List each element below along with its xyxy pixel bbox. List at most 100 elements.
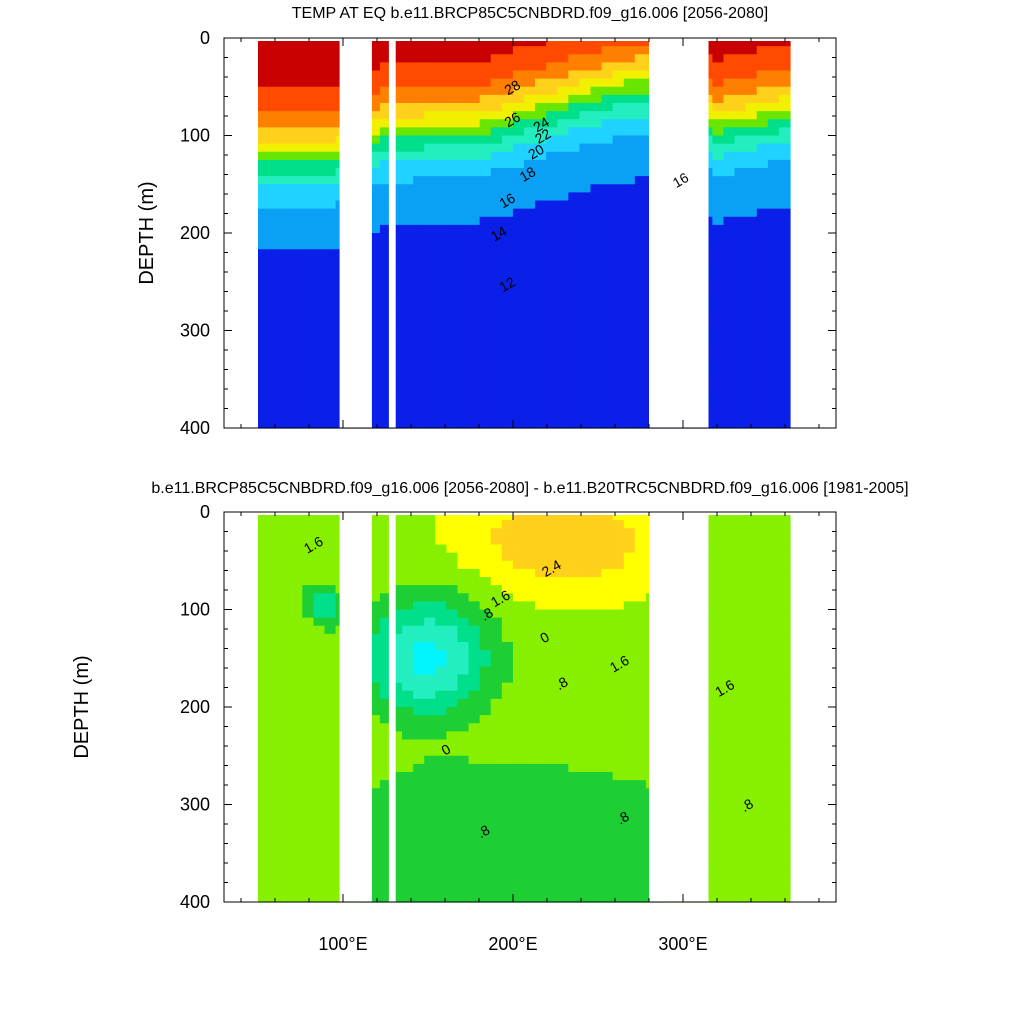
field-cell [767, 241, 780, 250]
field-cell [634, 411, 647, 421]
field-cell [280, 593, 292, 602]
field-cell [446, 354, 459, 364]
field-cell [590, 338, 603, 348]
field-cell [524, 674, 536, 684]
field-cell [424, 577, 436, 586]
field-cell [413, 127, 425, 137]
field-cell [413, 216, 425, 226]
field-cell [490, 658, 503, 667]
field-cell [457, 363, 470, 372]
field-cell [623, 772, 636, 781]
field-cell [379, 346, 392, 356]
field-cell [413, 812, 425, 822]
field-cell [313, 893, 326, 903]
field-cell [712, 330, 725, 340]
field-cell [756, 159, 769, 169]
field-cell [324, 520, 337, 529]
field-cell [324, 650, 337, 659]
field-cell [435, 796, 448, 806]
field-cell [557, 119, 569, 128]
field-cell [402, 861, 414, 871]
field-cell [424, 861, 436, 871]
field-cell [568, 747, 581, 757]
field-cell [457, 143, 470, 153]
field-cell [269, 845, 281, 854]
field-cell [745, 216, 758, 226]
field-cell [446, 224, 459, 234]
field-cell [756, 528, 769, 537]
field-cell [557, 625, 569, 635]
field-cell [745, 273, 758, 283]
field-cell [756, 617, 769, 627]
field-cell [258, 658, 270, 667]
field-cell [546, 314, 558, 323]
field-cell [546, 877, 558, 887]
field-cell [579, 642, 592, 651]
field-cell [546, 257, 558, 267]
field-cell [258, 265, 270, 275]
field-cell [734, 633, 747, 643]
field-cell [778, 772, 791, 781]
field-cell [723, 625, 736, 635]
field-cell [712, 224, 725, 234]
field-cell [435, 674, 448, 684]
field-cell [368, 861, 381, 871]
field-cell [269, 103, 281, 112]
field-cell [634, 544, 647, 554]
field-cell [313, 200, 326, 210]
field-cell [734, 265, 747, 275]
field-cell [457, 86, 470, 96]
field-cell [413, 281, 425, 291]
field-cell [568, 828, 581, 838]
field-cell [324, 346, 337, 356]
field-cell [767, 298, 780, 307]
field-cell [402, 666, 414, 676]
field-cell [269, 265, 281, 275]
field-cell [258, 86, 270, 96]
field-cell [535, 845, 547, 854]
field-cell [446, 723, 459, 732]
field-cell [612, 224, 625, 234]
field-cell [468, 739, 481, 749]
field-cell [490, 354, 503, 364]
field-cell [623, 46, 636, 55]
field-cell [601, 601, 614, 611]
field-cell [368, 346, 381, 356]
field-cell [490, 127, 503, 137]
field-cell [756, 536, 769, 546]
field-cell [524, 159, 536, 169]
field-cell [579, 804, 592, 814]
field-cell [778, 828, 791, 838]
field-cell [601, 330, 614, 340]
field-cell [612, 346, 625, 356]
field-cell [457, 690, 470, 700]
field-cell [280, 265, 292, 275]
field-cell [446, 346, 459, 356]
panel-difference: b.e11.BRCP85C5CNBDRD.f09_g16.006 [2056-2… [71, 480, 909, 954]
field-cell [368, 354, 381, 364]
field-cell [313, 625, 326, 635]
field-cell [756, 249, 769, 258]
field-cell [723, 168, 736, 177]
field-cell [446, 200, 459, 210]
field-cell [568, 617, 581, 627]
field-cell [524, 723, 536, 732]
field-cell [313, 330, 326, 340]
field-cell [258, 151, 270, 161]
field-cell [535, 560, 547, 570]
field-cell [280, 322, 292, 332]
field-cell [446, 151, 459, 161]
field-cell [280, 168, 292, 177]
field-cell [546, 403, 558, 413]
field-cell [546, 94, 558, 104]
field-cell [324, 403, 337, 413]
field-cell [280, 54, 292, 63]
field-cell [590, 633, 603, 643]
field-cell [391, 176, 403, 185]
land-gap [388, 513, 396, 902]
field-cell [623, 536, 636, 546]
field-cell [446, 747, 459, 757]
field-cell [291, 403, 303, 413]
field-cell [424, 46, 436, 55]
field-cell [479, 812, 492, 822]
